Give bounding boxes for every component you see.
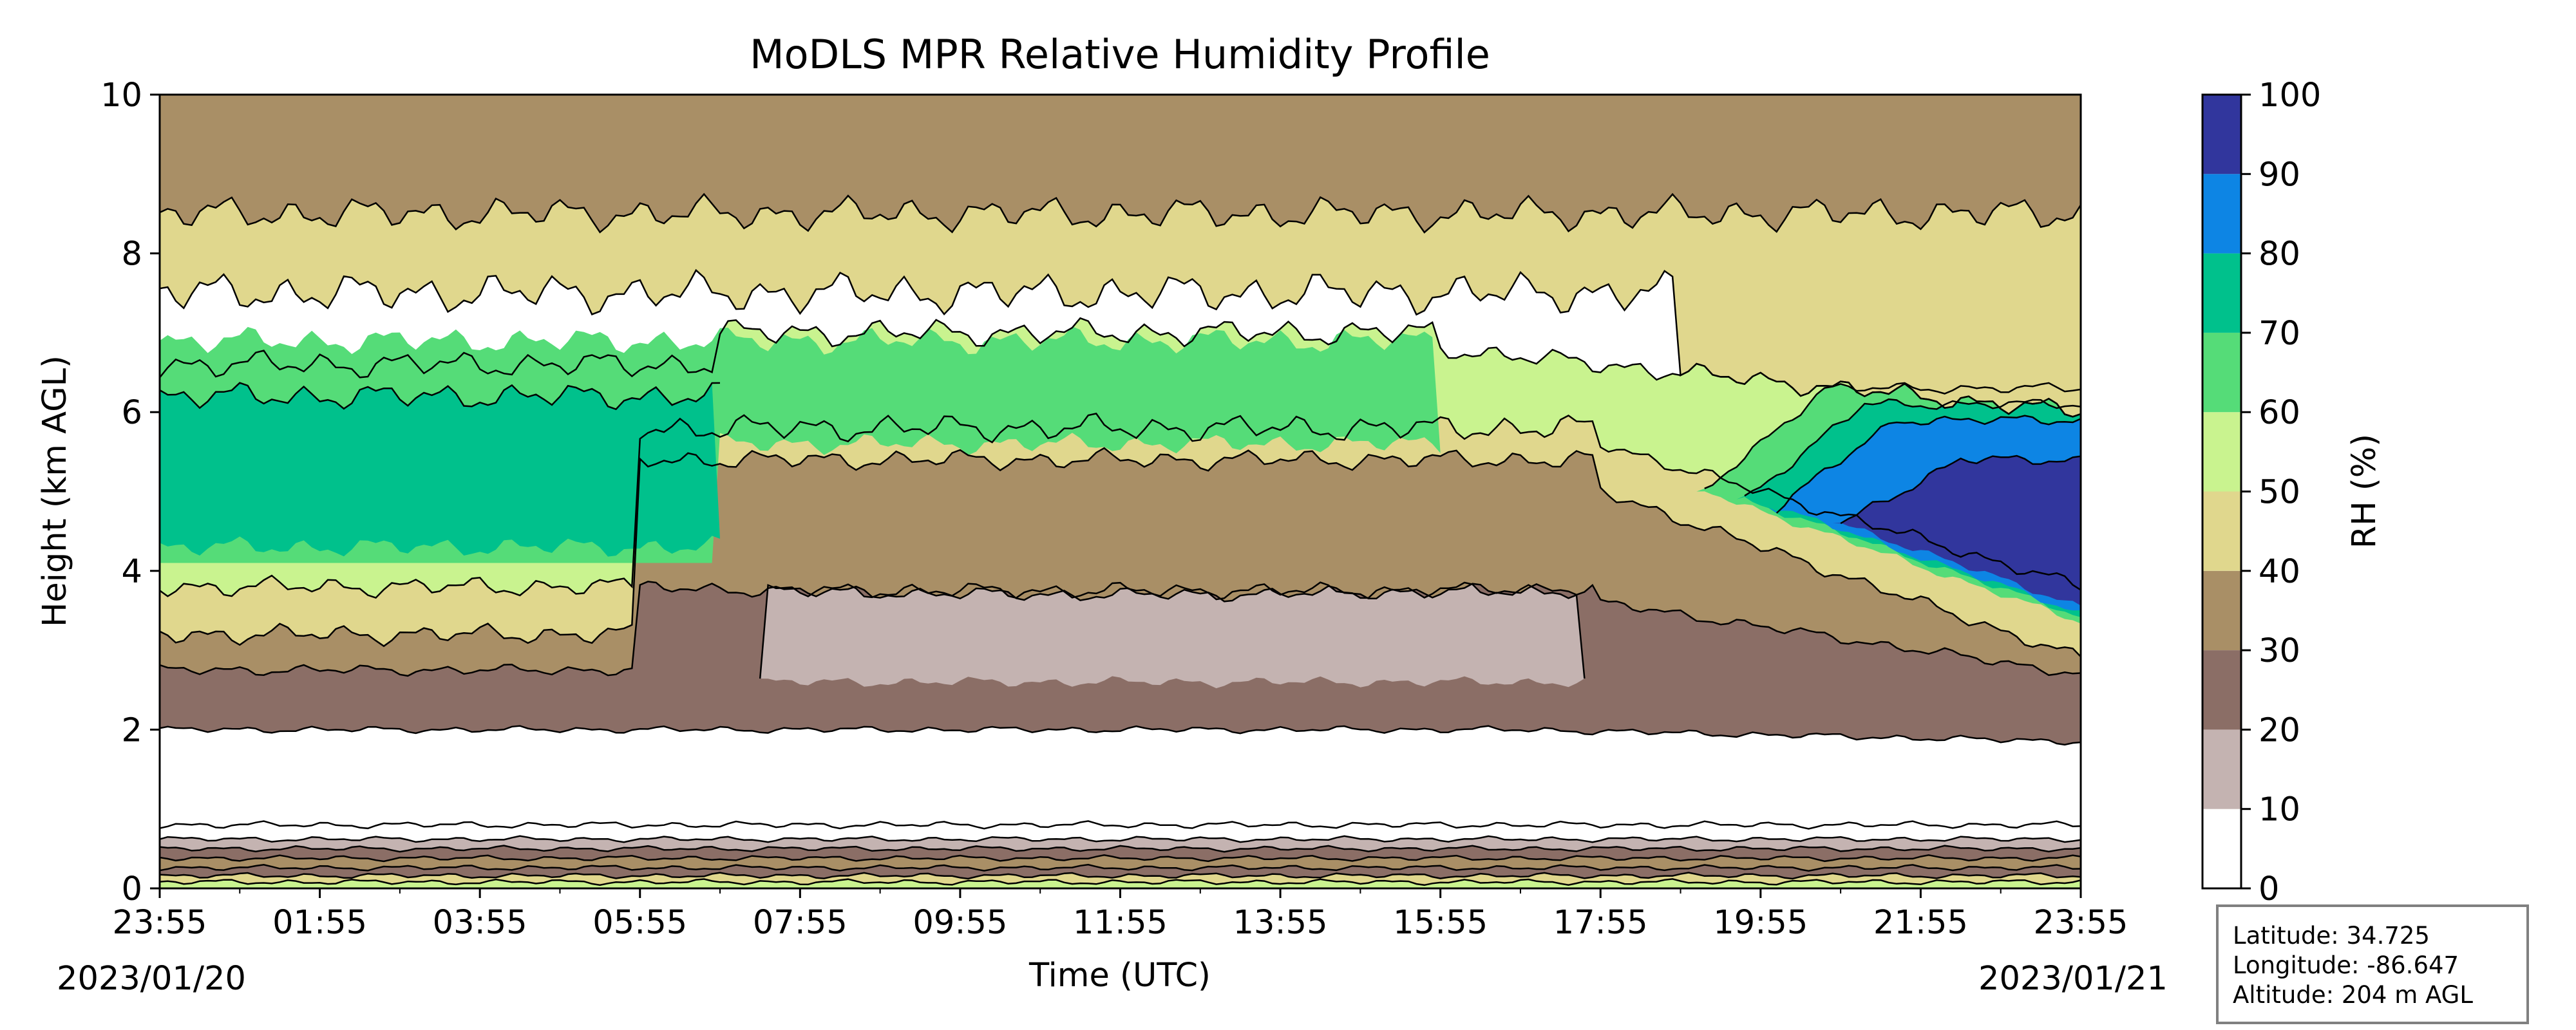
start-date-label: 2023/01/20	[57, 960, 246, 998]
x-tick-label: 05:55	[592, 904, 687, 942]
band-70-80-evening	[160, 399, 2081, 617]
band-60-70-evening-edge	[1704, 382, 2081, 489]
band-40-50	[160, 413, 2081, 657]
band-10-20	[160, 582, 2081, 689]
band-40-50-upper	[160, 194, 2081, 417]
band-70-80-morning	[160, 382, 2081, 559]
colorbar-swatch-60-70	[2202, 332, 2241, 413]
x-axis: 23:55 01:55 03:55 05:55 07:55 09:55 11:55 13:55…	[113, 888, 2128, 942]
colorbar-tick-label: 40	[2259, 553, 2300, 591]
colorbar-tick-label: 50	[2259, 474, 2300, 512]
colorbar-swatch-90-100	[2202, 95, 2241, 174]
contour-30	[160, 581, 2081, 677]
band-30-40-upper	[160, 95, 2081, 232]
x-tick-label: 11:55	[1073, 904, 1168, 942]
y-axis: 0 2 4 6 8 10	[100, 77, 160, 908]
band-90-100-edge	[1840, 454, 2081, 525]
contour-20	[759, 581, 1586, 679]
colorbar-swatch-0-10	[2202, 809, 2241, 888]
x-tick-label: 01:55	[272, 904, 367, 942]
surface-contour-0	[160, 835, 2081, 843]
chart-title: MoDLS MPR Relative Humidity Profile	[750, 31, 1490, 78]
y-tick-label: 6	[122, 394, 142, 432]
latitude-text: Latitude: 34.725	[2233, 922, 2430, 950]
longitude-text: Longitude: -86.647	[2233, 951, 2459, 979]
surface-band-5	[160, 879, 2081, 888]
contour-50	[160, 413, 2081, 599]
colorbar-swatch-40-50	[2202, 491, 2241, 571]
colorbar-tick-label: 60	[2259, 394, 2300, 432]
x-tick-label: 07:55	[753, 904, 848, 942]
x-tick-label: 23:55	[113, 904, 207, 942]
colorbar-swatch-70-80	[2202, 253, 2241, 333]
contour-dry-bottom	[160, 820, 2081, 830]
contour-50-upper	[160, 268, 2081, 418]
x-tick-label: 17:55	[1553, 904, 1648, 942]
colorbar-swatch-30-40	[2202, 570, 2241, 651]
y-tick-label: 10	[100, 77, 142, 115]
x-tick-label: 23:55	[2034, 904, 2128, 942]
contour-70-morning	[160, 382, 721, 411]
surface-contour-1	[160, 845, 2081, 853]
colorbar-swatch-20-30	[2202, 650, 2241, 730]
contour-40-upper	[160, 192, 2081, 234]
colorbar-tick-label: 90	[2259, 156, 2300, 194]
altitude-text: Altitude: 204 m AGL	[2233, 981, 2473, 1009]
colorbar-tick-label: 0	[2259, 870, 2279, 908]
colorbar-tick-label: 80	[2259, 236, 2300, 274]
colorbar-tick-label: 20	[2259, 711, 2300, 749]
colorbar-tick-label: 100	[2259, 77, 2321, 115]
y-tick-label: 0	[122, 870, 142, 908]
y-axis-label: Height (km AGL)	[36, 355, 74, 627]
x-tick-label: 21:55	[1873, 904, 1968, 942]
contour-dry-top	[160, 725, 2081, 746]
x-tick-label: 19:55	[1713, 904, 1808, 942]
band-80-90	[160, 415, 2081, 611]
surface-contour-2	[160, 854, 2081, 863]
surface-contour-5	[160, 878, 2081, 886]
site-info-box: Latitude: 34.725 Longitude: -86.647 Alti…	[2216, 904, 2529, 1024]
x-tick-label: 03:55	[433, 904, 527, 942]
x-tick-label: 13:55	[1233, 904, 1328, 942]
y-tick-label: 2	[122, 711, 142, 749]
x-tick-label: 15:55	[1393, 904, 1488, 942]
colorbar-swatch-80-90	[2202, 174, 2241, 254]
colorbar-tick-label: 70	[2259, 315, 2300, 353]
band-80-90-edge	[1776, 415, 2081, 514]
surface-contour-4	[160, 872, 2081, 880]
colorbar-swatch-10-20	[2202, 729, 2241, 809]
y-tick-label: 8	[122, 236, 142, 274]
colorbar-tick-label: 10	[2259, 791, 2300, 829]
x-tick-label: 09:55	[913, 904, 1007, 942]
colorbar-swatch-50-60	[2202, 412, 2241, 492]
surface-contour-3	[160, 863, 2081, 872]
surface-band-2	[160, 855, 2081, 871]
colorbar-label: RH (%)	[2345, 434, 2383, 548]
x-axis-label: Time (UTC)	[1028, 957, 1211, 995]
contour-40	[160, 447, 2081, 657]
colorbar-tick-label: 30	[2259, 632, 2300, 670]
surface-band-0	[160, 836, 2081, 852]
y-tick-label: 4	[122, 553, 142, 591]
end-date-label: 2023/01/21	[1978, 960, 2168, 998]
contour-plot-area	[160, 95, 2081, 888]
colorbar: 0 10 20 30 40 50 60 70 80 90 100	[2201, 77, 2321, 908]
